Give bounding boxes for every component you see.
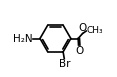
Text: O: O bbox=[75, 46, 83, 56]
Text: O: O bbox=[78, 23, 87, 33]
Text: CH₃: CH₃ bbox=[87, 26, 103, 35]
Text: H₂N: H₂N bbox=[13, 33, 33, 44]
Text: Br: Br bbox=[59, 59, 70, 69]
